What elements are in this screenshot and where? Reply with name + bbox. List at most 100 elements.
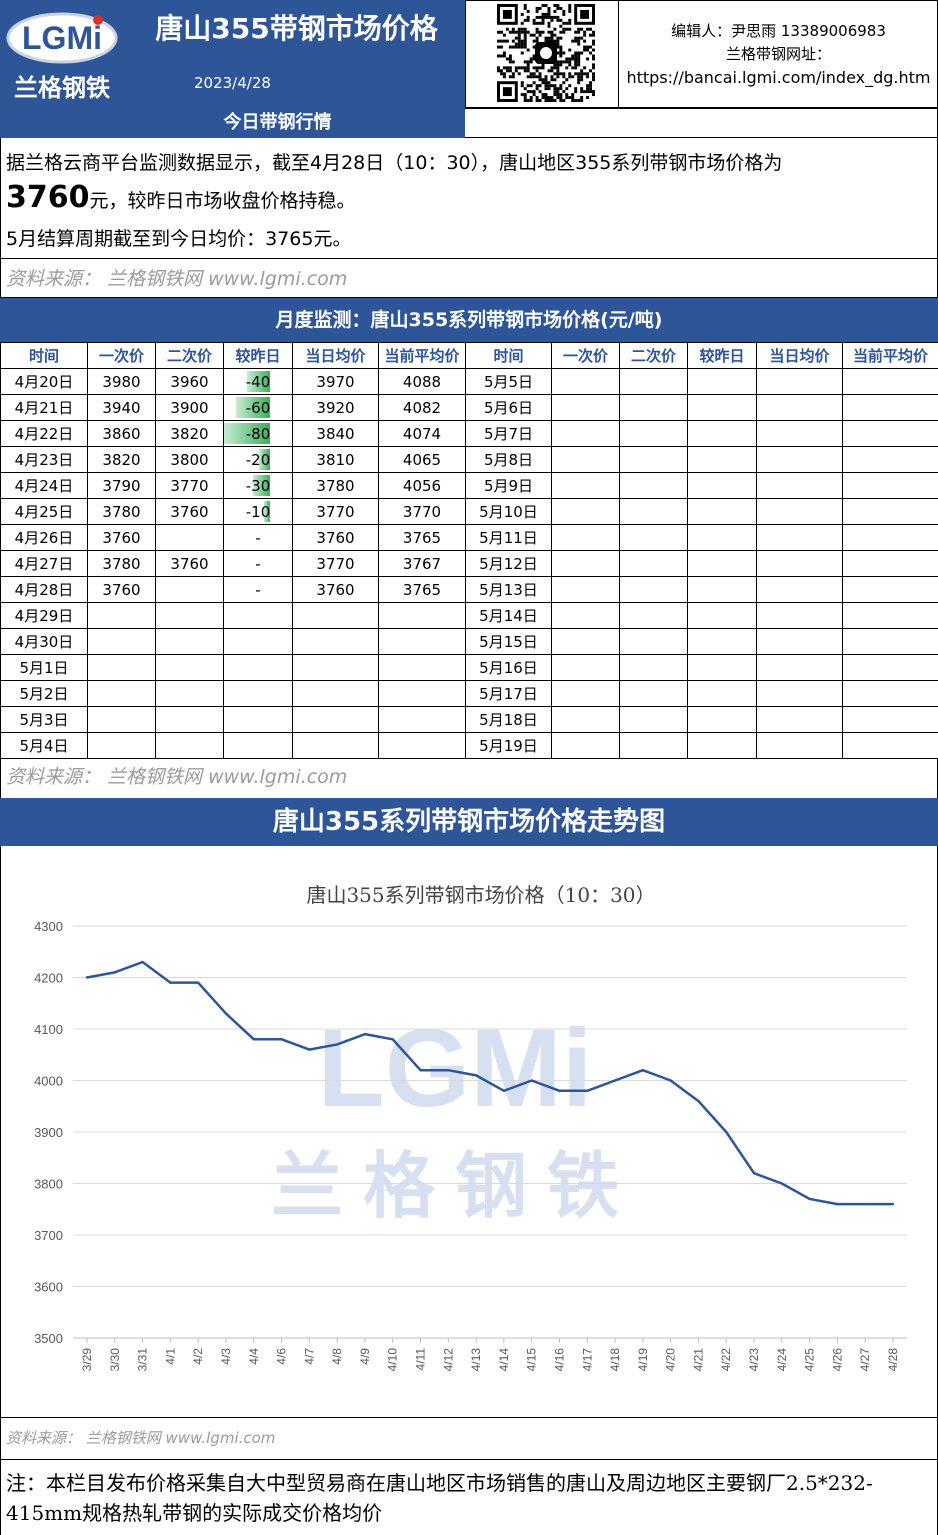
table-cell: 3820 bbox=[87, 446, 156, 473]
table-cell: 5月9日 bbox=[465, 472, 552, 499]
editor-name: 编辑人：尹思雨 13389006983 bbox=[671, 22, 886, 40]
data-point bbox=[196, 981, 200, 984]
change-cell bbox=[223, 654, 293, 681]
table-cell: 3970 bbox=[292, 368, 379, 395]
y-tick-label: 4200 bbox=[34, 971, 63, 986]
change-cell: -80 bbox=[223, 420, 293, 447]
change-cell: -20 bbox=[223, 446, 293, 473]
data-point bbox=[530, 1079, 533, 1082]
data-point bbox=[752, 1172, 756, 1175]
table-cell bbox=[619, 654, 688, 681]
table-cell bbox=[842, 550, 938, 577]
table-cell bbox=[619, 368, 688, 395]
x-tick-label: 3/30 bbox=[108, 1348, 122, 1372]
change-cell: - bbox=[223, 576, 293, 603]
table-cell: 3765 bbox=[378, 524, 466, 551]
x-tick-label: 4/23 bbox=[747, 1348, 761, 1372]
data-point bbox=[363, 1032, 367, 1036]
today-line1: 据兰格云商平台监测数据显示，截至4月28日（10：30），唐山地区355系列带钢… bbox=[6, 152, 783, 174]
table-cell: 3960 bbox=[155, 368, 224, 395]
table-cell bbox=[292, 706, 379, 733]
qr-code[interactable] bbox=[465, 0, 619, 108]
data-point bbox=[141, 960, 144, 964]
table-cell bbox=[155, 576, 224, 603]
today-line2: 3760元，较昨日市场收盘价格持稳。 bbox=[6, 180, 356, 215]
table-cell bbox=[619, 394, 688, 421]
table-cell bbox=[619, 732, 688, 759]
report-date: 2023/4/28 bbox=[128, 58, 465, 108]
table-cell: 3780 bbox=[292, 472, 379, 499]
table-cell bbox=[687, 628, 757, 655]
table-cell bbox=[842, 498, 938, 525]
table-cell: 3760 bbox=[292, 524, 379, 551]
table-row: 4月29日 5月14日 bbox=[0, 602, 938, 629]
y-tick-label: 4100 bbox=[34, 1022, 63, 1037]
table-cell: 4088 bbox=[378, 368, 466, 395]
today-summary: 据兰格云商平台监测数据显示，截至4月28日（10：30），唐山地区355系列带钢… bbox=[0, 138, 938, 258]
x-tick-label: 4/24 bbox=[775, 1348, 789, 1372]
site-url[interactable]: https://bancai.lgmi.com/index_dg.htm bbox=[626, 68, 931, 87]
col-header: 当日均价 bbox=[756, 342, 843, 369]
table-cell bbox=[756, 732, 843, 759]
x-tick-label: 4/18 bbox=[608, 1348, 622, 1372]
site-label: 兰格带钢网址： bbox=[725, 45, 831, 63]
table-cell bbox=[292, 602, 379, 629]
data-point bbox=[864, 1202, 867, 1206]
table-cell: 3780 bbox=[87, 498, 156, 525]
table-cell: 3767 bbox=[378, 550, 466, 577]
change-cell bbox=[223, 732, 293, 759]
table-cell bbox=[292, 680, 379, 707]
x-tick-label: 4/2 bbox=[191, 1348, 205, 1365]
table-cell: 5月10日 bbox=[465, 498, 552, 525]
table-cell bbox=[155, 602, 224, 629]
table-cell bbox=[687, 524, 757, 551]
table-cell bbox=[756, 680, 843, 707]
change-cell: -10 bbox=[223, 498, 293, 525]
table-cell bbox=[87, 732, 156, 759]
col-header: 二次价 bbox=[619, 342, 688, 369]
table-cell bbox=[842, 524, 938, 551]
logo-text: LGMi bbox=[22, 20, 102, 56]
source-note-1[interactable]: 资料来源： 兰格钢铁网 www.lgmi.com bbox=[0, 258, 938, 298]
x-tick-label: 4/21 bbox=[691, 1348, 705, 1372]
page-title: 唐山355带钢市场价格 bbox=[128, 0, 465, 58]
chart-heading: 唐山355系列带钢市场价格走势图 bbox=[0, 798, 938, 846]
table-cell bbox=[619, 524, 688, 551]
watermark-cn: 兰格钢铁 bbox=[271, 1143, 639, 1228]
x-tick-label: 4/14 bbox=[497, 1348, 511, 1372]
table-cell: 4月25日 bbox=[0, 498, 88, 525]
footnote: 注：本栏目发布价格采集自大中型贸易商在唐山地区市场销售的唐山及周边地区主要钢厂2… bbox=[0, 1460, 938, 1535]
table-cell bbox=[378, 680, 466, 707]
change-cell: -60 bbox=[223, 394, 293, 421]
table-cell: 3760 bbox=[155, 550, 224, 577]
change-value: -30 bbox=[245, 476, 271, 495]
table-cell bbox=[378, 628, 466, 655]
table-row: 4月25日 3780 3760 -10 3770 3770 5月10日 bbox=[0, 498, 938, 525]
table-cell bbox=[756, 654, 843, 681]
table-cell: 4月24日 bbox=[0, 472, 88, 499]
monthly-table: 时间 一次价 二次价 较昨日 当日均价 当前平均价 时间 一次价 二次价 较昨日 当日均价 当前平均价… bbox=[0, 342, 938, 759]
change-value: -60 bbox=[245, 398, 271, 417]
chart-title: 唐山355系列带钢市场价格（10：30） bbox=[306, 883, 655, 907]
source-note-3[interactable]: 资料来源： 兰格钢铁网 www.lgmi.com bbox=[0, 1418, 938, 1460]
table-cell: 4月26日 bbox=[0, 524, 88, 551]
change-value: -80 bbox=[245, 424, 271, 443]
x-tick-label: 4/10 bbox=[386, 1348, 400, 1372]
table-cell: 3770 bbox=[292, 550, 379, 577]
table-cell bbox=[756, 394, 843, 421]
x-tick-label: 4/3 bbox=[219, 1348, 233, 1365]
data-point bbox=[502, 1089, 506, 1092]
change-cell bbox=[223, 628, 293, 655]
table-cell bbox=[87, 706, 156, 733]
table-cell: 3770 bbox=[378, 498, 466, 525]
x-tick-label: 4/7 bbox=[302, 1348, 316, 1365]
x-tick-label: 4/28 bbox=[886, 1348, 900, 1372]
data-point bbox=[419, 1069, 422, 1072]
change-bar bbox=[252, 475, 270, 496]
data-point bbox=[808, 1197, 811, 1201]
source-note-2[interactable]: 资料来源： 兰格钢铁网 www.lgmi.com bbox=[0, 758, 938, 798]
col-header: 当前平均价 bbox=[842, 342, 938, 369]
data-point bbox=[558, 1089, 561, 1092]
table-cell bbox=[378, 602, 466, 629]
table-cell bbox=[619, 628, 688, 655]
